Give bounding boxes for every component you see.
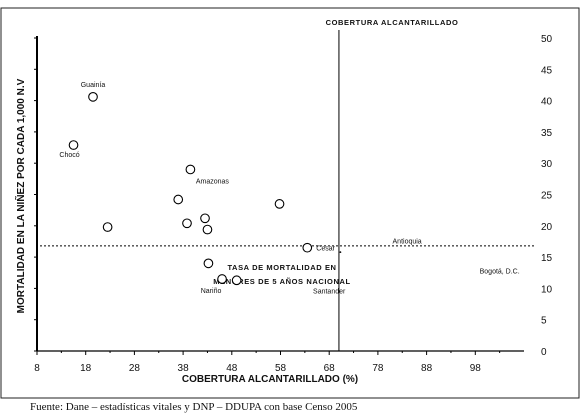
x-tick-label: 98 (470, 363, 482, 374)
marker-dot (339, 251, 342, 253)
y-tick-label: 5 (541, 316, 547, 327)
y-tick-label: 10 (541, 284, 553, 295)
x-tick-label: 18 (80, 363, 92, 374)
y-tick-label: 50 (541, 34, 553, 45)
x-tick-label: 28 (129, 363, 141, 374)
region-label: Bogotá, D.C. (480, 268, 520, 275)
source-note: Fuente: Dane – estadísticas vitales y DN… (30, 401, 358, 413)
y-ticks: 0 5 10 15 20 25 30 35 40 45 50 (34, 34, 553, 358)
point-label: Cesar (316, 246, 335, 253)
data-point (88, 91, 98, 102)
point-label: Amazonas (196, 178, 230, 185)
data-point (102, 222, 113, 232)
x-tick-label: 88 (421, 363, 433, 374)
chart-frame (0, 7, 580, 399)
y-tick-label: 0 (541, 347, 547, 358)
data-points (68, 91, 313, 286)
region-label: Antioquia (393, 238, 422, 245)
point-label: Guainía (81, 82, 106, 89)
x-tick-label: 48 (226, 363, 238, 374)
y-axis-title: MORTALIDAD EN LA NIÑEZ POR CADA 1,000 N.… (14, 78, 27, 313)
x-tick-label: 8 (34, 363, 40, 374)
point-label: Nariño (201, 288, 222, 295)
horizontal-reference-label-2: MENORES DE 5 AÑOS NACIONAL (213, 277, 350, 286)
y-tick-label: 40 (541, 97, 553, 108)
x-axis-title: COBERTURA ALCANTARILLADO (%) (182, 374, 358, 385)
x-ticks: 8 18 28 38 48 58 68 78 88 98 (34, 351, 501, 374)
x-tick-label: 58 (275, 363, 287, 374)
data-point (202, 224, 213, 235)
region-label: Santander (313, 288, 346, 295)
vertical-reference-label: COBERTURA ALCANTARILLADO (326, 18, 459, 27)
y-tick-label: 15 (541, 253, 553, 264)
y-tick-label: 25 (541, 191, 553, 202)
data-point (302, 242, 313, 253)
data-point (203, 258, 214, 269)
data-point (200, 213, 210, 224)
point-labels: Guainía Chocó Amazonas Nariño Cesar (59, 82, 335, 295)
x-tick-label: 68 (324, 363, 336, 374)
data-point (185, 164, 196, 175)
data-point (173, 194, 184, 205)
data-point (68, 140, 79, 150)
data-point (217, 274, 227, 284)
x-tick-label: 38 (178, 363, 190, 374)
data-point (182, 218, 192, 229)
x-tick-label: 78 (372, 363, 384, 374)
extra-labels: Antioquia Bogotá, D.C. Santander (313, 238, 520, 295)
point-label: Chocó (59, 152, 79, 159)
y-tick-label: 45 (541, 65, 553, 76)
horizontal-reference-label-1: TASA DE MORTALIDAD EN (227, 263, 336, 272)
scatter-chart: 0 5 10 15 20 25 30 35 40 45 50 8 18 28 38 48 58 68 78 88 98… (0, 7, 580, 399)
y-tick-label: 30 (541, 159, 553, 170)
y-tick-label: 20 (541, 222, 553, 233)
y-tick-label: 35 (541, 128, 553, 139)
data-point (231, 275, 242, 286)
data-point (274, 199, 285, 209)
